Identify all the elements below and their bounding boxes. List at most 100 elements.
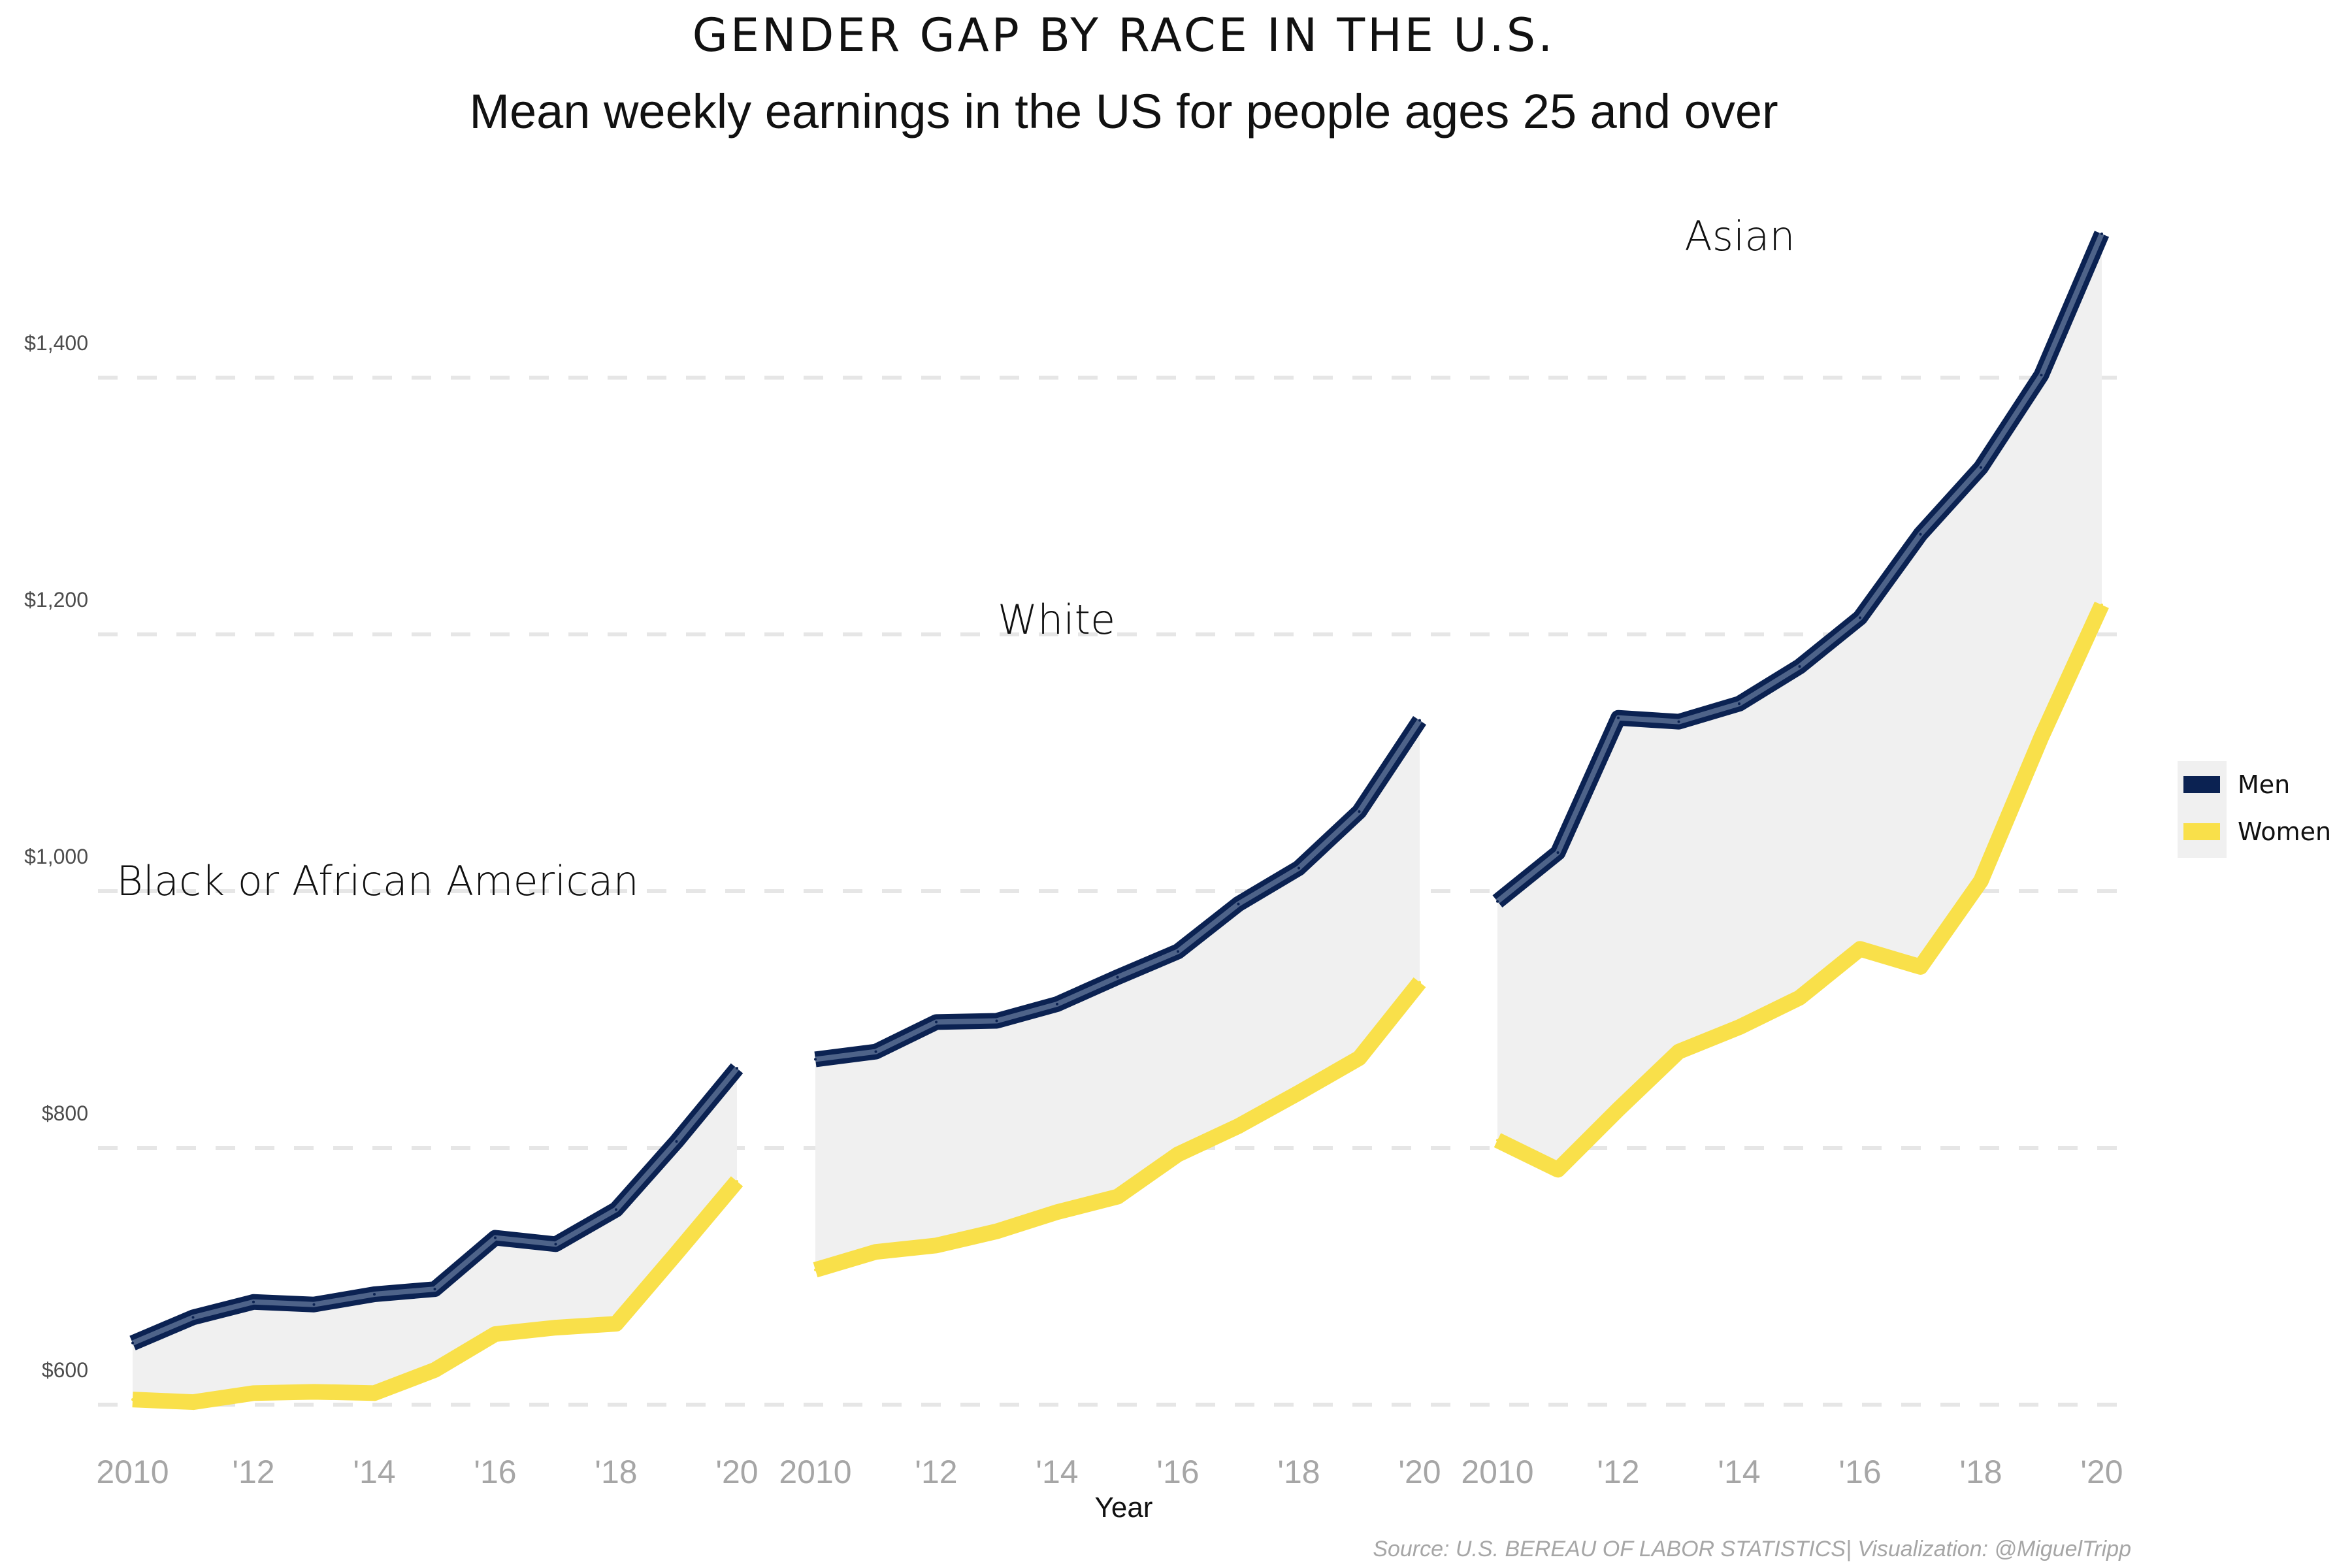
women-point	[1859, 947, 1861, 951]
men-point	[1177, 950, 1179, 953]
y-axis-ticks: $600 $800 $1,000 $1,200 $1,400	[24, 331, 88, 1382]
women-point	[1496, 1139, 1499, 1142]
legend-label-women: Women	[2238, 817, 2331, 846]
women-point	[1177, 1152, 1179, 1156]
women-point	[252, 1392, 255, 1395]
women-point	[1116, 1195, 1119, 1198]
panel-label: Asian	[1684, 212, 1795, 260]
men-point	[1358, 810, 1361, 813]
men-point	[1496, 900, 1499, 903]
women-point	[1056, 1211, 1058, 1214]
legend-swatch-men	[2183, 776, 2220, 793]
women-point	[1237, 1124, 1240, 1128]
x-tick-label: 2010	[779, 1454, 851, 1490]
y-tick-label: $1,000	[24, 845, 88, 868]
men-point	[1556, 851, 1560, 855]
men-point	[554, 1243, 557, 1246]
y-tick-label: $800	[42, 1102, 88, 1125]
men-point	[1980, 466, 1982, 469]
panel-0: Black or African American	[116, 857, 743, 1411]
legend-label-men: Men	[2238, 770, 2290, 799]
gap-area	[1497, 233, 2102, 1170]
chart-subtitle: Mean weekly earnings in the US for peopl…	[469, 84, 1778, 139]
women-point	[1298, 1091, 1300, 1094]
men-point	[935, 1021, 938, 1024]
x-tick-label: '18	[595, 1454, 637, 1490]
women-point	[615, 1322, 617, 1326]
women-point	[935, 1244, 938, 1247]
men-point	[675, 1140, 678, 1143]
panel-1: White	[813, 596, 1427, 1278]
men-point	[615, 1208, 617, 1211]
women-point	[1798, 996, 1801, 1000]
chart-title: GENDER GAP BY RACE IN THE U.S.	[693, 8, 1556, 62]
women-point	[494, 1332, 497, 1335]
men-point	[131, 1341, 134, 1345]
x-tick-label: '14	[353, 1454, 395, 1490]
x-tick-label: '16	[1838, 1454, 1881, 1490]
women-point	[675, 1252, 678, 1255]
x-tick-label: '12	[915, 1454, 957, 1490]
women-point	[191, 1401, 195, 1404]
x-axis-ticks: 2010 '12 '14 '16 '18 '20 2010 '12 '14 '16 '18 '20 20…	[96, 1454, 2123, 1490]
women-point	[995, 1230, 998, 1233]
women-point	[1980, 879, 1982, 883]
y-tick-label: $1,200	[24, 588, 88, 612]
men-point	[1116, 975, 1119, 979]
men-point	[995, 1019, 998, 1022]
y-tick-label: $1,400	[24, 331, 88, 355]
gap-area	[133, 1068, 737, 1403]
women-point	[554, 1326, 557, 1330]
men-point	[312, 1303, 316, 1306]
men-point	[2100, 232, 2103, 235]
x-axis-label: Year	[1095, 1492, 1153, 1524]
women-point	[1418, 981, 1421, 984]
women-point	[1677, 1050, 1680, 1053]
women-point	[2100, 603, 2103, 606]
women-point	[312, 1390, 316, 1394]
panel-2: Asian	[1492, 212, 2110, 1178]
women-point	[1556, 1168, 1560, 1171]
men-point	[1418, 719, 1421, 722]
panel-label: Black or African American	[116, 857, 639, 905]
women-point	[814, 1268, 817, 1271]
men-point	[2040, 374, 2043, 377]
men-point	[494, 1236, 497, 1239]
women-point	[736, 1180, 738, 1183]
women-point	[433, 1368, 436, 1371]
men-point	[1677, 720, 1680, 723]
men-point	[736, 1067, 738, 1070]
men-point	[433, 1288, 436, 1291]
x-tick-label: '18	[1959, 1454, 2002, 1490]
women-point	[2040, 736, 2043, 739]
women-point	[131, 1398, 134, 1401]
men-point	[1056, 1002, 1058, 1005]
x-tick-label: '16	[1156, 1454, 1199, 1490]
men-point	[874, 1050, 877, 1053]
x-tick-label: 2010	[1461, 1454, 1533, 1490]
x-tick-label: '16	[474, 1454, 516, 1490]
y-tick-label: $600	[42, 1358, 88, 1382]
x-tick-label: '18	[1277, 1454, 1320, 1490]
panel-label: White	[998, 596, 1115, 644]
women-point	[373, 1392, 376, 1395]
legend: Men Women	[2178, 761, 2331, 858]
x-tick-label: '12	[1597, 1454, 1639, 1490]
men-point	[373, 1293, 376, 1296]
gap-area	[815, 720, 1420, 1270]
panels: Black or African American White Asian	[116, 212, 2110, 1411]
men-point	[1617, 716, 1620, 719]
women-point	[1617, 1108, 1620, 1111]
x-tick-label: '20	[715, 1454, 758, 1490]
women-point	[1358, 1056, 1361, 1060]
men-point	[191, 1316, 195, 1319]
women-point	[1738, 1026, 1740, 1029]
men-point	[1859, 616, 1861, 619]
men-point	[814, 1058, 817, 1061]
women-point	[874, 1250, 877, 1254]
men-point	[1738, 702, 1740, 706]
x-tick-label: 2010	[96, 1454, 169, 1490]
x-tick-label: '12	[232, 1454, 274, 1490]
women-point	[1919, 965, 1922, 968]
